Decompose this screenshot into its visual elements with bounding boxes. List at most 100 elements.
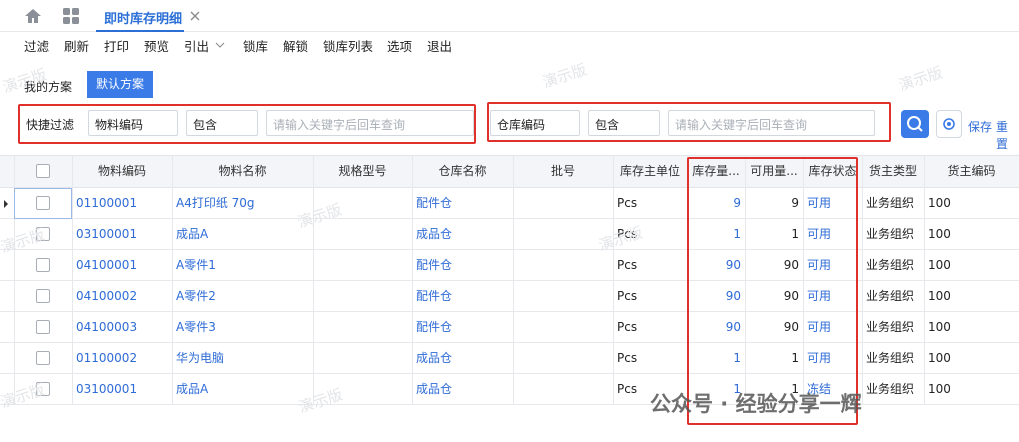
table-cell: 1: [791, 227, 799, 241]
table-cell[interactable]: 冻结: [807, 382, 832, 396]
row-line: [0, 249, 1019, 250]
column-header[interactable]: 物料编码: [97, 164, 146, 178]
table-cell[interactable]: 成品A: [176, 382, 209, 396]
toolbar-button[interactable]: 打印: [104, 39, 130, 54]
table-cell: 1: [791, 382, 799, 396]
column-header[interactable]: 货主类型: [868, 164, 917, 178]
search-button[interactable]: [901, 110, 929, 138]
table-cell[interactable]: 成品仓: [416, 382, 453, 396]
table-cell[interactable]: 可用: [807, 289, 832, 303]
search-input[interactable]: 请输入关键字后回车查询: [266, 110, 474, 136]
table-cell: 100: [928, 320, 951, 334]
row-checkbox[interactable]: [36, 289, 50, 303]
table-cell[interactable]: 可用: [807, 258, 832, 272]
column-header[interactable]: 物料名称: [218, 164, 267, 178]
table-cell[interactable]: 配件仓: [416, 258, 453, 272]
toolbar-button[interactable]: 刷新: [64, 39, 90, 54]
table-cell: 业务组织: [866, 258, 915, 272]
row-checkbox[interactable]: [36, 320, 50, 334]
toolbar-button[interactable]: 引出: [184, 39, 210, 54]
table-cell[interactable]: A零件3: [176, 320, 216, 334]
tab-title[interactable]: 即时库存明细: [104, 12, 183, 27]
table-cell[interactable]: 1: [733, 227, 741, 241]
table-cell[interactable]: 90: [725, 289, 741, 303]
settings-button[interactable]: [936, 110, 962, 138]
column-header[interactable]: 库存量...: [692, 164, 740, 178]
table-cell[interactable]: A4打印纸 70g: [176, 196, 255, 210]
table-cell: 业务组织: [866, 382, 915, 396]
reset-link[interactable]: 重置: [996, 120, 1009, 151]
table-cell[interactable]: 04100001: [76, 258, 138, 272]
column-header[interactable]: 可用量...: [750, 164, 798, 178]
row-checkbox[interactable]: [36, 227, 50, 241]
table-cell[interactable]: 03100001: [76, 227, 138, 241]
tab-close[interactable]: [190, 11, 200, 21]
table-cell[interactable]: 01100002: [76, 351, 138, 365]
table-cell: Pcs: [617, 289, 638, 303]
toolbar-button[interactable]: 选项: [387, 39, 413, 54]
column-header[interactable]: 仓库名称: [438, 164, 487, 178]
table-cell: 100: [928, 196, 951, 210]
table-cell: Pcs: [617, 320, 638, 334]
table-cell: Pcs: [617, 382, 638, 396]
table-cell[interactable]: A零件2: [176, 289, 216, 303]
table-cell[interactable]: 成品仓: [416, 227, 453, 241]
row-checkbox[interactable]: [36, 258, 50, 272]
table-cell[interactable]: 1: [733, 382, 741, 396]
table-cell[interactable]: 成品仓: [416, 351, 453, 365]
field-select[interactable]: 物料编码: [88, 110, 178, 136]
table-cell[interactable]: 1: [733, 351, 741, 365]
header-checkbox[interactable]: [36, 164, 50, 178]
table-cell[interactable]: 03100001: [76, 382, 138, 396]
scheme-tab-active[interactable]: 默认方案: [87, 71, 153, 98]
table-cell[interactable]: 04100003: [76, 320, 138, 334]
table-cell: Pcs: [617, 258, 638, 272]
table-header: [0, 155, 1019, 188]
table-cell: 100: [928, 351, 951, 365]
table-cell: 100: [928, 258, 951, 272]
column-header[interactable]: 货主编码: [947, 164, 996, 178]
row-checkbox[interactable]: [36, 196, 50, 210]
field-select[interactable]: 仓库编码: [490, 110, 580, 136]
table-cell[interactable]: 配件仓: [416, 320, 453, 334]
table-cell[interactable]: 04100002: [76, 289, 138, 303]
table-cell[interactable]: 可用: [807, 227, 832, 241]
scheme-tab[interactable]: 我的方案: [24, 80, 73, 94]
column-header[interactable]: 库存主单位: [619, 164, 680, 178]
toolbar-button[interactable]: 锁库: [243, 39, 269, 54]
row-checkbox[interactable]: [36, 382, 50, 396]
table-cell[interactable]: 90: [725, 320, 741, 334]
toolbar-button[interactable]: 预览: [144, 39, 170, 54]
table-cell: 1: [791, 351, 799, 365]
apps-icon[interactable]: [63, 8, 79, 24]
table-cell[interactable]: 9: [733, 196, 741, 210]
row-line: [0, 373, 1019, 374]
operator-select[interactable]: 包含: [588, 110, 660, 136]
table-cell[interactable]: 成品A: [176, 227, 209, 241]
table-cell[interactable]: 可用: [807, 351, 832, 365]
table-cell[interactable]: 可用: [807, 196, 832, 210]
table-cell[interactable]: 配件仓: [416, 196, 453, 210]
table-cell[interactable]: 可用: [807, 320, 832, 334]
table-cell[interactable]: 01100001: [76, 196, 138, 210]
toolbar-button[interactable]: 锁库列表: [323, 39, 374, 54]
toolbar-button[interactable]: 过滤: [24, 39, 50, 54]
highlight-box: [18, 104, 476, 144]
column-header[interactable]: 批号: [550, 164, 575, 178]
toolbar-button[interactable]: 退出: [427, 39, 453, 54]
table-cell[interactable]: 华为电脑: [176, 351, 225, 365]
search-input[interactable]: 请输入关键字后回车查询: [668, 110, 875, 136]
table-cell[interactable]: 配件仓: [416, 289, 453, 303]
column-header[interactable]: 规格型号: [338, 164, 387, 178]
table-cell: 100: [928, 289, 951, 303]
save-link[interactable]: 保存: [968, 120, 993, 134]
table-cell[interactable]: A零件1: [176, 258, 216, 272]
toolbar-button[interactable]: 解锁: [283, 39, 309, 54]
table-cell: 业务组织: [866, 289, 915, 303]
operator-select[interactable]: 包含: [186, 110, 258, 136]
home-icon[interactable]: [24, 8, 42, 24]
column-header[interactable]: 库存状态: [808, 164, 857, 178]
row-checkbox[interactable]: [36, 351, 50, 365]
table-cell[interactable]: 90: [725, 258, 741, 272]
